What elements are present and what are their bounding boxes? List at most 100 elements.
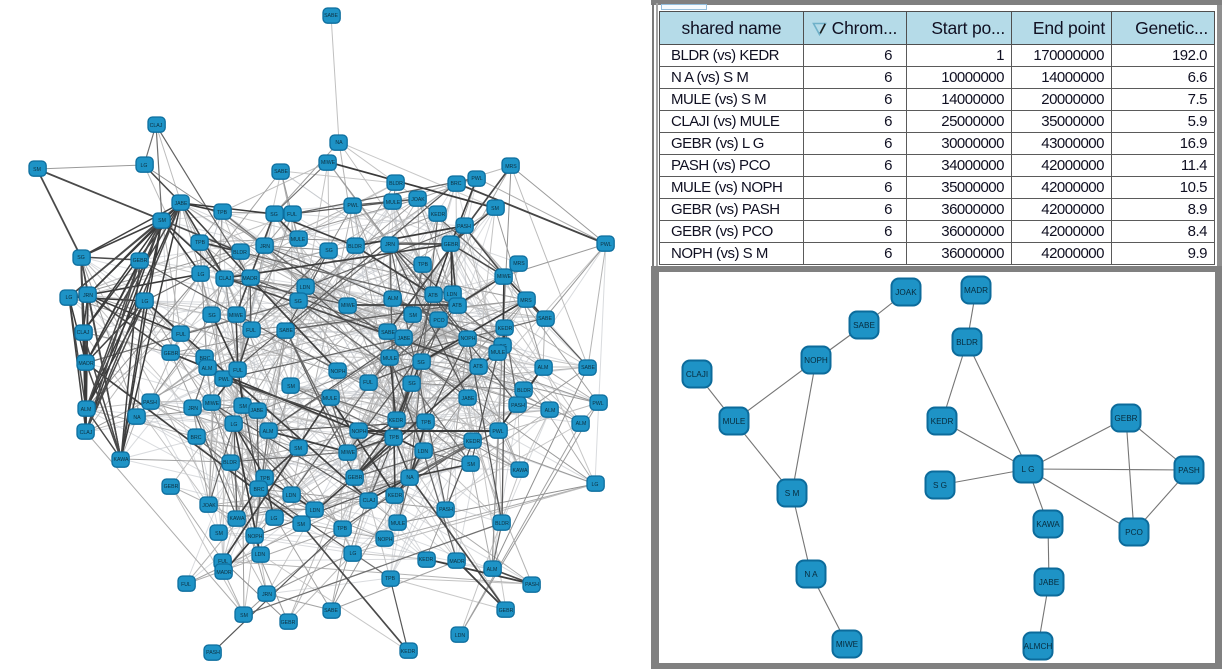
svg-text:FUL: FUL	[233, 368, 243, 374]
svg-text:SG: SG	[408, 381, 416, 387]
svg-text:KEDR: KEDR	[431, 212, 446, 218]
svg-text:NOPH: NOPH	[804, 356, 828, 365]
svg-text:MRS: MRS	[505, 164, 517, 170]
svg-text:MULE: MULE	[491, 350, 506, 356]
svg-text:SM: SM	[33, 167, 41, 173]
svg-text:CLAJ: CLAJ	[77, 330, 90, 336]
svg-text:MIWE: MIWE	[229, 313, 244, 319]
svg-text:KAWA: KAWA	[513, 468, 528, 474]
svg-text:KAWA: KAWA	[1036, 520, 1060, 529]
svg-text:BRC: BRC	[191, 435, 202, 441]
svg-text:MIWE: MIWE	[341, 303, 356, 309]
svg-text:N A: N A	[804, 570, 818, 579]
svg-text:BRC: BRC	[451, 181, 462, 187]
svg-text:MADR: MADR	[964, 286, 988, 295]
svg-text:TPB: TPB	[195, 240, 206, 246]
svg-text:SABE: SABE	[381, 330, 395, 336]
svg-text:PWL: PWL	[592, 401, 603, 407]
svg-text:MIWE: MIWE	[321, 160, 336, 166]
svg-text:LG: LG	[142, 299, 149, 305]
svg-text:ALM: ALM	[388, 296, 399, 302]
svg-text:LG: LG	[231, 422, 238, 428]
svg-text:TPB: TPB	[385, 576, 396, 582]
svg-text:PWL: PWL	[492, 429, 503, 435]
svg-text:GEBR: GEBR	[348, 475, 363, 481]
svg-text:SABE: SABE	[581, 365, 595, 371]
svg-text:KEDR: KEDR	[466, 439, 481, 445]
svg-text:TPB: TPB	[217, 210, 228, 216]
svg-text:JABE: JABE	[175, 201, 189, 207]
svg-text:MIWE: MIWE	[341, 450, 356, 456]
svg-text:JABE: JABE	[1039, 578, 1060, 587]
svg-text:NOPH: NOPH	[352, 429, 367, 435]
svg-text:LDN: LDN	[310, 508, 321, 514]
svg-text:JOAK: JOAK	[411, 197, 425, 203]
svg-text:LG: LG	[350, 551, 357, 557]
svg-text:CLAJ: CLAJ	[80, 430, 93, 436]
svg-text:TPB: TPB	[389, 435, 400, 441]
svg-text:PWL: PWL	[218, 377, 229, 383]
svg-text:SABE: SABE	[324, 608, 338, 614]
svg-text:LDN: LDN	[286, 493, 297, 499]
svg-text:PWL: PWL	[471, 176, 482, 182]
svg-text:TPB: TPB	[418, 262, 429, 268]
svg-text:MADR: MADR	[78, 361, 94, 367]
svg-text:NOPH: NOPH	[461, 336, 476, 342]
svg-text:PASH: PASH	[1178, 466, 1200, 475]
svg-text:FUL: FUL	[181, 582, 191, 588]
svg-text:SM: SM	[294, 446, 302, 452]
svg-text:BLDR: BLDR	[223, 460, 237, 466]
svg-text:GEBR: GEBR	[281, 620, 296, 626]
svg-text:KEDR: KEDR	[401, 649, 416, 655]
svg-text:LDN: LDN	[447, 292, 458, 298]
svg-text:PCO: PCO	[1125, 528, 1143, 537]
svg-text:CLAJ: CLAJ	[150, 123, 163, 129]
svg-text:ALMCH: ALMCH	[1024, 642, 1053, 651]
svg-text:JOAK: JOAK	[202, 503, 216, 509]
svg-text:SM: SM	[297, 522, 305, 528]
svg-text:GEBR: GEBR	[133, 258, 148, 264]
svg-text:KEDR: KEDR	[498, 326, 513, 332]
svg-text:MIWE: MIWE	[836, 640, 859, 649]
svg-text:LDN: LDN	[455, 633, 466, 639]
svg-text:L G: L G	[1022, 465, 1035, 474]
svg-text:ATB: ATB	[473, 364, 483, 370]
svg-text:BLDR: BLDR	[389, 181, 403, 187]
svg-text:LDN: LDN	[255, 552, 266, 558]
svg-text:LG: LG	[592, 482, 599, 488]
svg-text:SG: SG	[77, 255, 85, 261]
svg-text:FUL: FUL	[218, 559, 228, 565]
svg-text:PASH: PASH	[206, 650, 220, 656]
svg-text:JRN: JRN	[262, 592, 272, 598]
svg-text:ALM: ALM	[263, 429, 274, 435]
svg-text:SABE: SABE	[324, 13, 338, 19]
svg-text:BLDR: BLDR	[495, 521, 509, 527]
svg-text:FUL: FUL	[176, 332, 186, 338]
svg-text:MULE: MULE	[723, 417, 746, 426]
svg-text:S G: S G	[933, 481, 947, 490]
svg-text:PASH: PASH	[511, 403, 525, 409]
svg-text:JABE: JABE	[462, 396, 476, 402]
svg-text:GEBR: GEBR	[164, 484, 179, 490]
svg-text:PCO: PCO	[433, 318, 444, 324]
svg-text:MULE: MULE	[323, 396, 338, 402]
svg-text:SM: SM	[215, 531, 223, 537]
svg-text:ALM: ALM	[81, 407, 92, 413]
svg-text:MADR: MADR	[242, 276, 258, 282]
svg-text:SM: SM	[467, 462, 475, 468]
svg-text:NA: NA	[335, 140, 343, 146]
svg-text:SG: SG	[294, 299, 302, 305]
svg-text:ALM: ALM	[576, 421, 587, 427]
svg-text:MULE: MULE	[391, 521, 406, 527]
svg-text:JABE: JABE	[251, 408, 265, 414]
svg-text:MIWE: MIWE	[205, 401, 220, 407]
svg-text:GEBR: GEBR	[499, 608, 514, 614]
svg-text:SABE: SABE	[853, 321, 875, 330]
svg-text:PASH: PASH	[525, 582, 539, 588]
svg-text:SABE: SABE	[279, 328, 293, 334]
svg-text:BLDR: BLDR	[956, 338, 978, 347]
svg-text:NA: NA	[133, 415, 141, 421]
svg-text:MADR: MADR	[216, 570, 232, 576]
svg-text:LG: LG	[271, 516, 278, 522]
svg-text:TPB: TPB	[260, 476, 271, 482]
